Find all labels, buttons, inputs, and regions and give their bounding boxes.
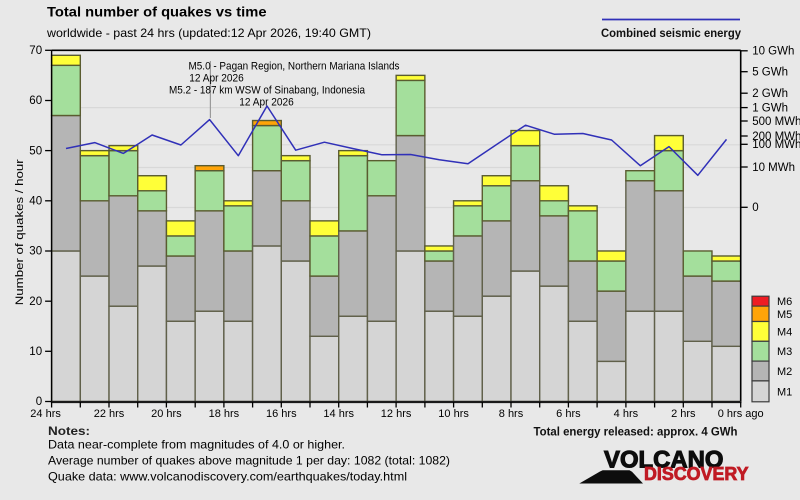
svg-text:Data near-complete from magnit: Data near-complete from magnitudes of 4.… (48, 438, 345, 452)
svg-text:M1: M1 (777, 386, 792, 398)
svg-text:14 hrs: 14 hrs (323, 408, 354, 420)
svg-text:Combined seismic energy: Combined seismic energy (601, 26, 741, 40)
svg-text:2 GWh: 2 GWh (752, 88, 788, 100)
svg-text:M3: M3 (777, 346, 792, 358)
svg-text:Quake data: www.volcanodiscove: Quake data: www.volcanodiscovery.com/ear… (48, 470, 407, 484)
svg-text:18 hrs: 18 hrs (209, 408, 240, 420)
svg-text:worldwide - past 24 hrs (updat: worldwide - past 24 hrs (updated:12 Apr … (46, 26, 371, 40)
svg-text:M5: M5 (777, 309, 792, 321)
svg-text:22 hrs: 22 hrs (94, 408, 125, 420)
svg-text:8 hrs: 8 hrs (499, 408, 524, 420)
svg-text:1 GWh: 1 GWh (752, 102, 788, 114)
svg-text:5 GWh: 5 GWh (752, 67, 788, 79)
svg-text:24 hrs: 24 hrs (30, 408, 61, 420)
svg-text:10 MWh: 10 MWh (752, 162, 795, 174)
svg-text:50: 50 (29, 145, 42, 157)
svg-text:200 MWh: 200 MWh (752, 131, 800, 143)
svg-text:4 hrs: 4 hrs (614, 408, 639, 420)
svg-text:M6: M6 (777, 296, 792, 308)
svg-text:Number of quakes / hour: Number of quakes / hour (14, 159, 26, 305)
svg-text:0: 0 (752, 202, 758, 214)
svg-text:70: 70 (29, 45, 42, 57)
svg-text:12 Apr 2026: 12 Apr 2026 (189, 73, 244, 85)
svg-text:VOLCANO: VOLCANO (604, 446, 724, 473)
svg-text:0 hrs ago: 0 hrs ago (718, 408, 764, 420)
svg-text:10 GWh: 10 GWh (752, 46, 794, 58)
svg-text:60: 60 (29, 95, 42, 107)
svg-text:DISCOVERY: DISCOVERY (644, 464, 749, 484)
svg-text:M5.0 - Pagan Region, Northern: M5.0 - Pagan Region, Northern Mariana Is… (189, 61, 400, 73)
svg-text:M5.2 - 187 km WSW of Sinabang,: M5.2 - 187 km WSW of Sinabang, Indonesia (169, 85, 365, 97)
svg-text:20: 20 (29, 296, 42, 308)
svg-text:Total energy released: approx.: Total energy released: approx. 4 GWh (534, 426, 738, 438)
svg-text:10: 10 (29, 346, 42, 358)
svg-text:500 MWh: 500 MWh (752, 116, 800, 128)
svg-text:Total number of quakes vs time: Total number of quakes vs time (47, 4, 267, 20)
svg-text:20 hrs: 20 hrs (151, 408, 182, 420)
svg-text:M2: M2 (777, 366, 792, 378)
svg-text:16 hrs: 16 hrs (266, 408, 297, 420)
svg-text:Notes:: Notes: (48, 424, 90, 438)
svg-text:30: 30 (29, 246, 42, 258)
svg-text:2 hrs: 2 hrs (671, 408, 696, 420)
svg-text:0: 0 (36, 396, 42, 408)
svg-text:12 Apr 2026: 12 Apr 2026 (239, 97, 294, 109)
svg-text:40: 40 (29, 196, 42, 208)
svg-text:10 hrs: 10 hrs (438, 408, 469, 420)
svg-text:6 hrs: 6 hrs (556, 408, 581, 420)
svg-text:Average number of quakes above: Average number of quakes above magnitude… (48, 453, 450, 467)
svg-text:M4: M4 (777, 326, 792, 338)
svg-text:100 MWh: 100 MWh (752, 139, 800, 151)
svg-text:12 hrs: 12 hrs (381, 408, 412, 420)
